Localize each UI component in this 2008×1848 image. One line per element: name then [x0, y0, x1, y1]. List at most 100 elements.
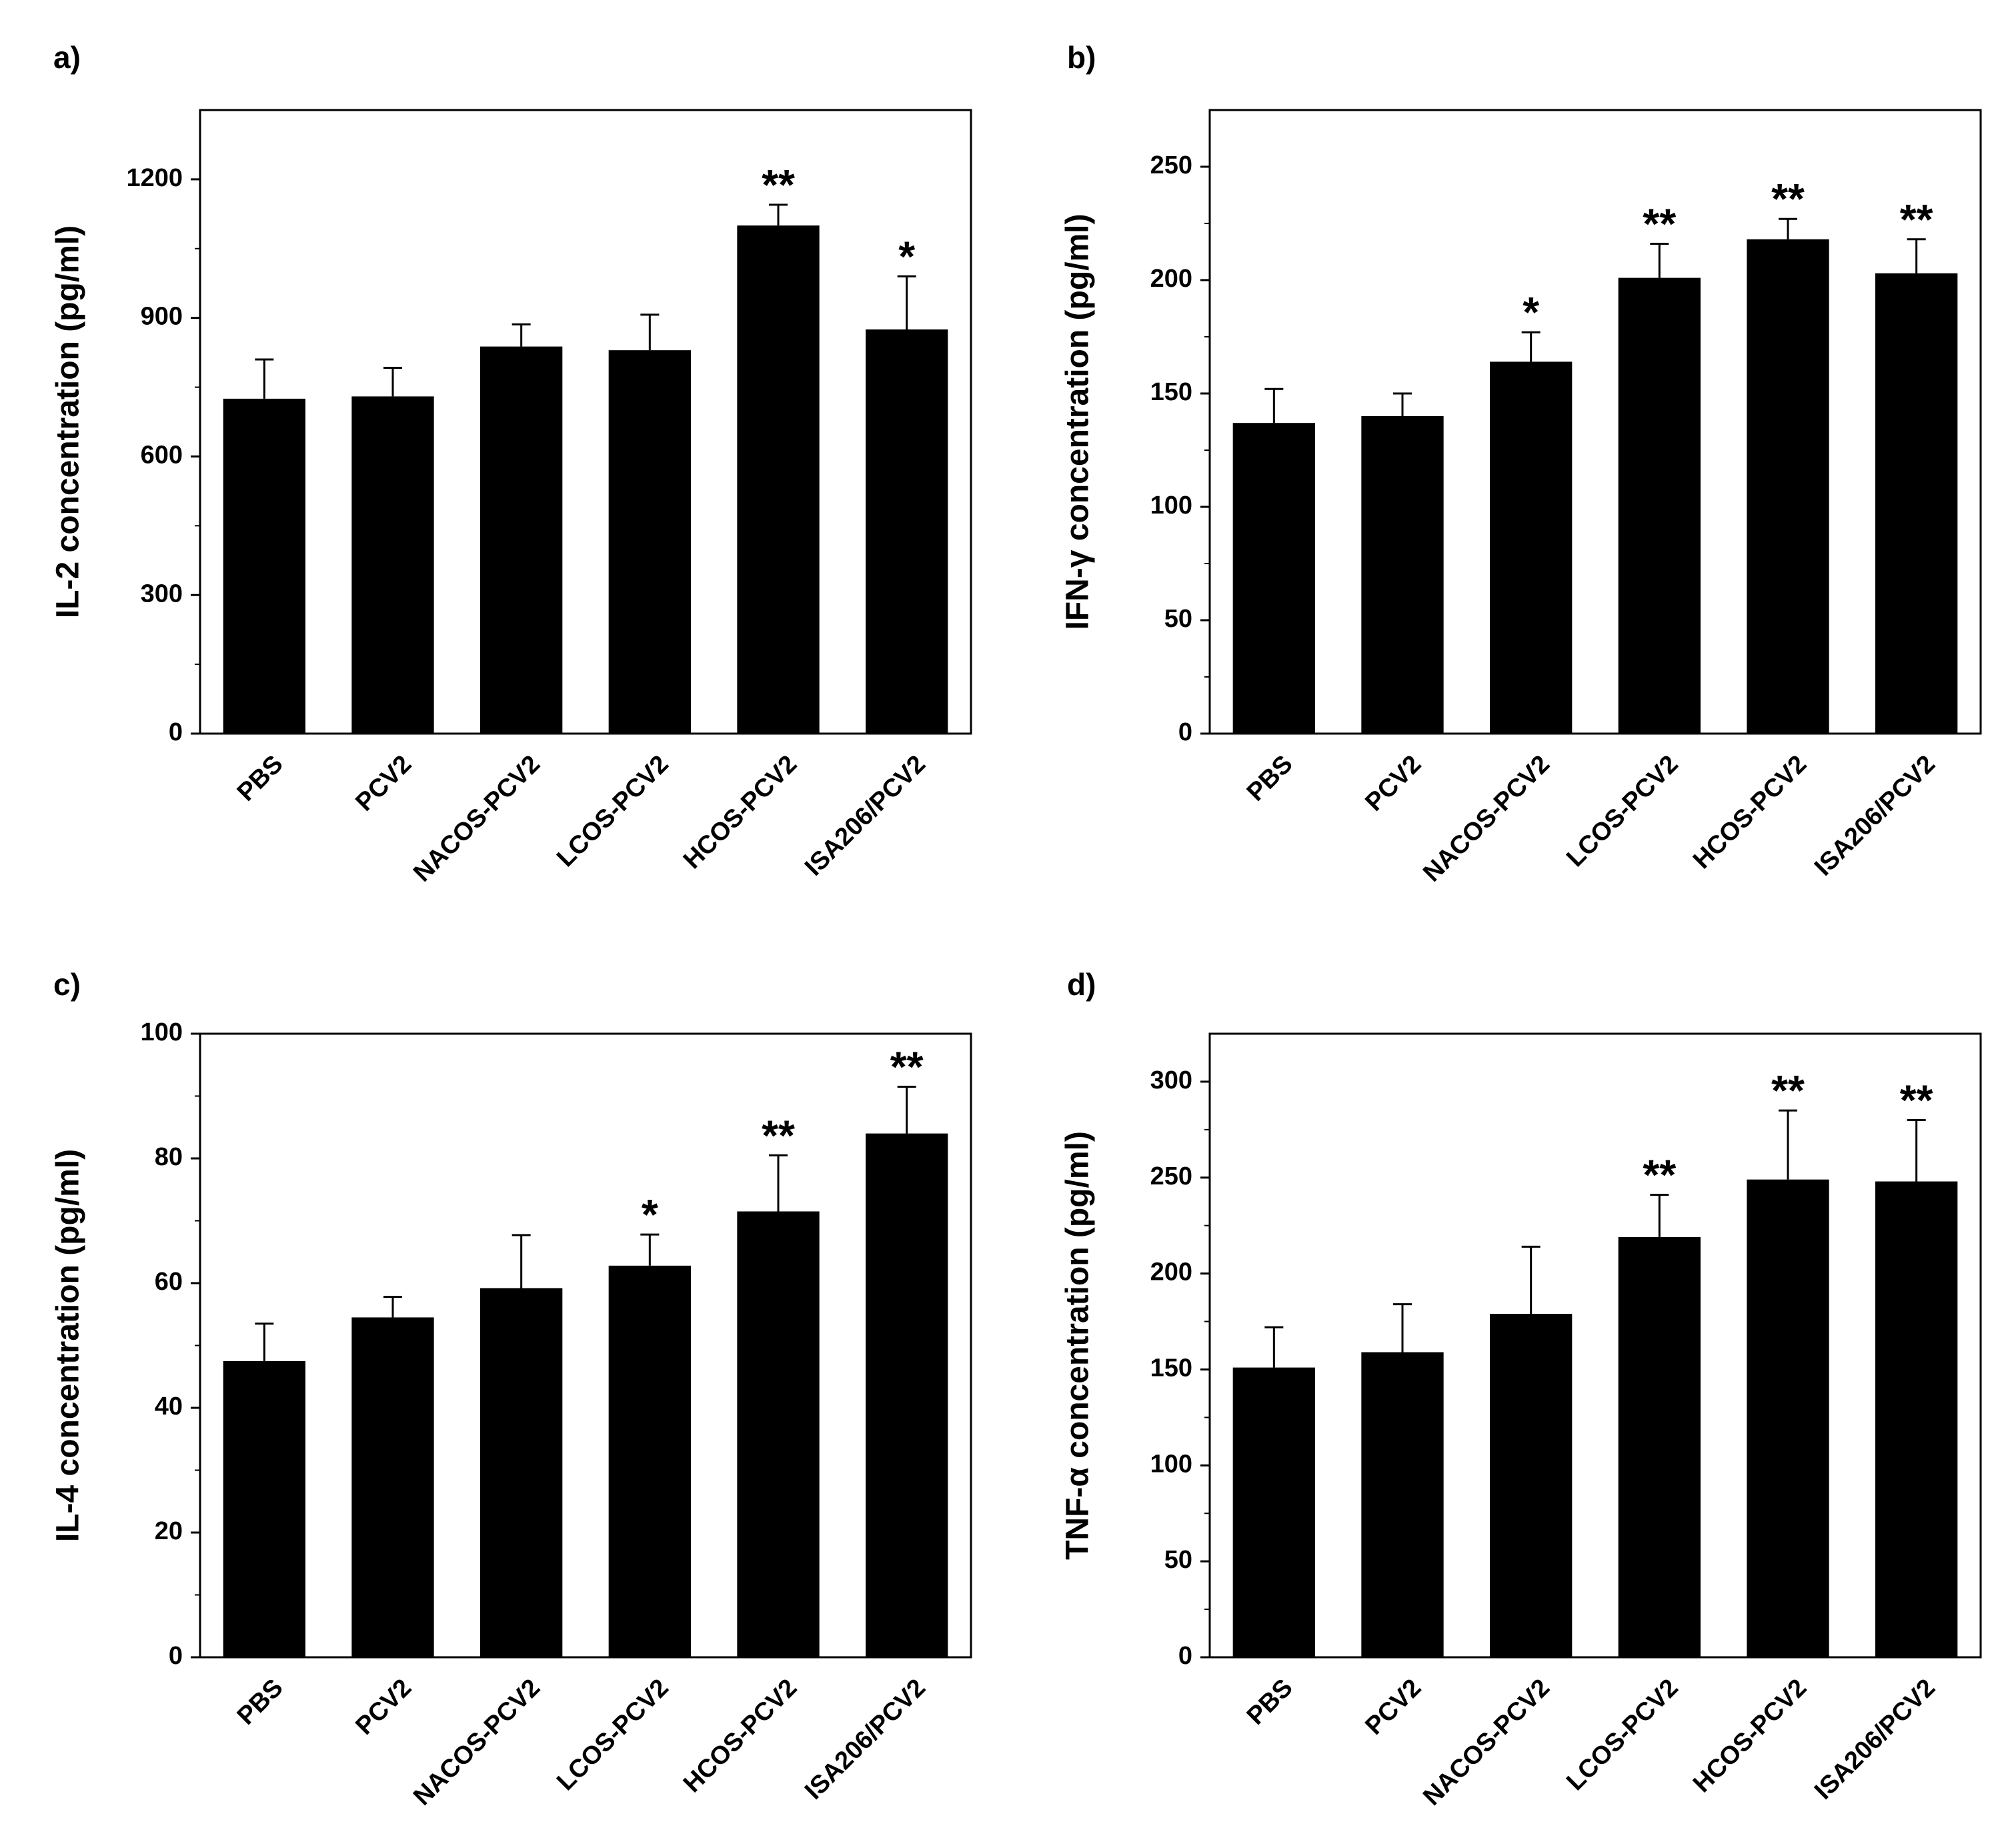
y-tick-label: 0	[1178, 1642, 1192, 1670]
chart-panel-1: b) 0 50 100 150 200 250 IFN-γ concentration (pg…	[1060, 40, 1982, 888]
significance-mark: **	[1771, 175, 1805, 223]
x-tick-label: LCOS-PCV2	[1561, 1674, 1683, 1796]
x-tick-label: ISA206/PCV2	[800, 1674, 931, 1805]
y-tick-label: 250	[1150, 1162, 1192, 1190]
y-axis-label: IL-4 concentration (pg/ml)	[51, 1149, 86, 1542]
y-tick-label: 200	[1150, 1258, 1192, 1286]
significance-mark: **	[1900, 195, 1933, 243]
bar	[351, 1317, 434, 1657]
significance-mark: *	[898, 232, 915, 280]
significance-mark: **	[1643, 1151, 1676, 1199]
chart-panel-0: a) 0 300 600 900 1200 IL-2 concentration (pg/m…	[51, 40, 972, 888]
x-tick-label: HCOS-PCV2	[678, 750, 802, 874]
y-tick-label: 300	[141, 580, 183, 608]
plot-frame	[199, 1032, 972, 1659]
bar	[1490, 361, 1573, 734]
significance-mark: **	[762, 161, 795, 209]
chart-panel-3: d) 0 50 100 150 200 250 300 TNF-α concentration …	[1060, 967, 1982, 1811]
y-tick-label: 0	[169, 1642, 183, 1670]
x-tick-label: HCOS-PCV2	[1688, 750, 1812, 874]
x-tick-label: LCOS-PCV2	[552, 1674, 674, 1796]
bar	[223, 1360, 305, 1657]
x-tick-label: PBS	[1242, 1674, 1298, 1731]
x-tick-label: NACOS-PCV2	[1418, 1674, 1555, 1811]
y-tick-label: 100	[1150, 492, 1192, 520]
y-tick-label: 600	[141, 441, 183, 469]
bar	[737, 225, 820, 734]
plot-frame	[199, 109, 972, 735]
y-axis-label: IFN-γ concentration (pg/ml)	[1060, 214, 1096, 630]
bar	[737, 1211, 820, 1657]
bar	[1361, 416, 1444, 734]
x-tick-label: NACOS-PCV2	[408, 1674, 546, 1811]
y-tick-label: 100	[1150, 1450, 1192, 1478]
panel-letter: a)	[53, 40, 81, 75]
bar	[608, 350, 691, 734]
bar	[866, 329, 948, 734]
bar	[608, 1265, 691, 1657]
bar	[866, 1133, 948, 1657]
y-tick-label: 50	[1164, 605, 1192, 633]
plot-frame	[1208, 109, 1982, 735]
y-tick-label: 60	[155, 1268, 183, 1296]
x-tick-label: PBS	[232, 1674, 289, 1731]
x-tick-label: HCOS-PCV2	[1688, 1674, 1812, 1798]
x-tick-label: ISA206/PCV2	[1809, 1674, 1941, 1805]
bar	[1875, 273, 1958, 734]
x-tick-label: LCOS-PCV2	[552, 750, 674, 872]
bar	[1618, 277, 1701, 734]
bar	[351, 396, 434, 734]
y-tick-label: 900	[141, 303, 183, 331]
bar	[1747, 239, 1829, 734]
bar	[1618, 1236, 1701, 1657]
bar	[1232, 1367, 1315, 1657]
significance-mark: **	[1771, 1066, 1805, 1114]
significance-mark: **	[890, 1042, 924, 1090]
x-tick-label: ISA206/PCV2	[800, 750, 931, 882]
significance-mark: **	[762, 1111, 795, 1159]
plot-frame	[1208, 1032, 1982, 1659]
y-tick-label: 50	[1164, 1546, 1192, 1574]
y-tick-label: 250	[1150, 151, 1192, 179]
x-tick-label: PBS	[1242, 750, 1298, 807]
y-tick-label: 40	[155, 1393, 183, 1421]
significance-mark: *	[642, 1190, 658, 1238]
y-tick-label: 300	[1150, 1066, 1192, 1094]
significance-mark: **	[1643, 200, 1676, 248]
x-tick-label: PCV2	[350, 1674, 417, 1741]
y-tick-label: 20	[155, 1517, 183, 1545]
x-tick-label: NACOS-PCV2	[1418, 750, 1555, 888]
bar	[480, 1288, 563, 1657]
y-axis-label: TNF-α concentration (pg/ml)	[1060, 1131, 1096, 1560]
significance-mark: *	[1523, 288, 1539, 336]
x-tick-label: PBS	[232, 750, 289, 807]
y-axis-label: IL-2 concentration (pg/ml)	[51, 225, 86, 618]
y-tick-label: 150	[1150, 1354, 1192, 1382]
x-tick-label: NACOS-PCV2	[408, 750, 546, 888]
panel-letter: d)	[1067, 967, 1096, 1002]
x-tick-label: PCV2	[1360, 750, 1426, 817]
significance-mark: **	[1900, 1076, 1933, 1124]
bar	[1747, 1179, 1829, 1657]
y-tick-label: 0	[1178, 718, 1192, 746]
y-tick-label: 100	[141, 1018, 183, 1046]
y-tick-label: 0	[169, 718, 183, 746]
chart-panel-2: c) 0 20 40 60 80 100 IL-4 concentration (pg/ml)…	[51, 967, 972, 1811]
x-tick-label: LCOS-PCV2	[1561, 750, 1683, 872]
bar	[1490, 1314, 1573, 1657]
bar	[1232, 423, 1315, 734]
bar	[480, 346, 563, 734]
panel-letter: b)	[1067, 40, 1096, 75]
x-tick-label: HCOS-PCV2	[678, 1674, 802, 1798]
bar	[223, 398, 305, 734]
bar	[1875, 1181, 1958, 1657]
y-tick-label: 150	[1150, 378, 1192, 406]
x-tick-label: PCV2	[350, 750, 417, 817]
x-tick-label: PCV2	[1360, 1674, 1426, 1741]
y-tick-label: 200	[1150, 265, 1192, 293]
y-tick-label: 80	[155, 1143, 183, 1171]
panel-letter: c)	[53, 967, 81, 1002]
x-tick-label: ISA206/PCV2	[1809, 750, 1941, 882]
y-tick-label: 1200	[126, 164, 183, 192]
